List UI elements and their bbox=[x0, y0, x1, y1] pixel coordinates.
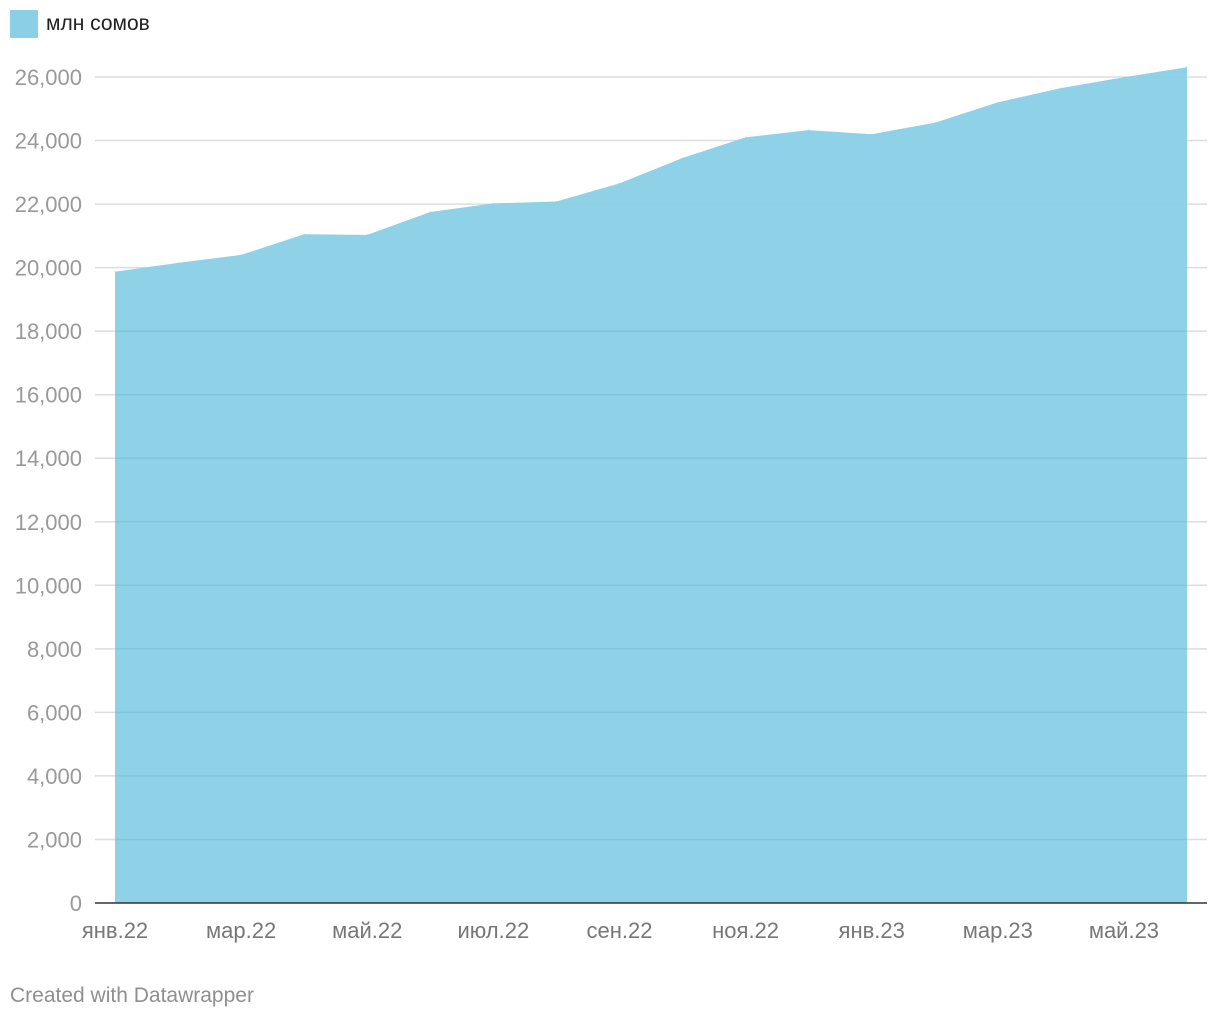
data-point bbox=[871, 133, 873, 135]
y-tick-label: 20,000 bbox=[15, 256, 82, 281]
legend-label: млн сомов bbox=[46, 12, 150, 35]
y-tick-label: 8,000 bbox=[27, 637, 82, 662]
y-tick-label: 4,000 bbox=[27, 764, 82, 789]
x-tick-label: мар.22 bbox=[206, 918, 276, 943]
x-axis: янв.22 мар.22 май.22 июл.22 сен.22 ноя.22 янв.… bbox=[82, 902, 1207, 943]
legend-swatch bbox=[10, 10, 38, 38]
data-point bbox=[177, 262, 179, 264]
y-tick-label: 12,000 bbox=[15, 510, 82, 535]
x-tick-label: май.22 bbox=[332, 918, 402, 943]
data-point bbox=[1060, 87, 1062, 89]
data-point bbox=[240, 254, 242, 256]
x-tick-label: июл.22 bbox=[457, 918, 529, 943]
credit-footer: Created with Datawrapper bbox=[10, 984, 254, 1007]
y-axis: 0 2,000 4,000 6,000 8,000 10,000 12,000 14,000 1… bbox=[15, 65, 82, 916]
data-point bbox=[1123, 76, 1125, 78]
y-tick-label: 2,000 bbox=[27, 827, 82, 852]
area-series bbox=[114, 66, 1188, 903]
data-point bbox=[997, 101, 999, 103]
data-point bbox=[366, 234, 368, 236]
data-point bbox=[303, 233, 305, 235]
legend: млн сомов bbox=[10, 10, 150, 38]
data-point bbox=[745, 136, 747, 138]
data-point bbox=[808, 129, 810, 131]
data-point bbox=[618, 182, 620, 184]
y-tick-label: 10,000 bbox=[15, 573, 82, 598]
y-tick-label: 24,000 bbox=[15, 129, 82, 154]
y-tick-label: 0 bbox=[70, 891, 82, 916]
x-tick-label: ноя.22 bbox=[712, 918, 779, 943]
data-point bbox=[555, 201, 557, 203]
data-point bbox=[492, 202, 494, 204]
data-point bbox=[114, 271, 116, 273]
y-tick-label: 14,000 bbox=[15, 446, 82, 471]
x-tick-label: янв.23 bbox=[839, 918, 905, 943]
data-point bbox=[934, 122, 936, 124]
area-fill bbox=[115, 67, 1187, 903]
area-chart: 0 2,000 4,000 6,000 8,000 10,000 12,000 14,000 1… bbox=[15, 65, 1207, 943]
data-point bbox=[1186, 66, 1188, 68]
x-tick-label: мар.23 bbox=[963, 918, 1033, 943]
y-tick-label: 22,000 bbox=[15, 192, 82, 217]
data-point bbox=[429, 211, 431, 213]
x-tick-label: май.23 bbox=[1089, 918, 1159, 943]
x-tick-label: сен.22 bbox=[586, 918, 652, 943]
x-tick-label: янв.22 bbox=[82, 918, 148, 943]
y-tick-label: 26,000 bbox=[15, 65, 82, 90]
y-tick-label: 18,000 bbox=[15, 319, 82, 344]
y-tick-label: 16,000 bbox=[15, 383, 82, 408]
y-tick-label: 6,000 bbox=[27, 700, 82, 725]
data-point bbox=[682, 157, 684, 159]
